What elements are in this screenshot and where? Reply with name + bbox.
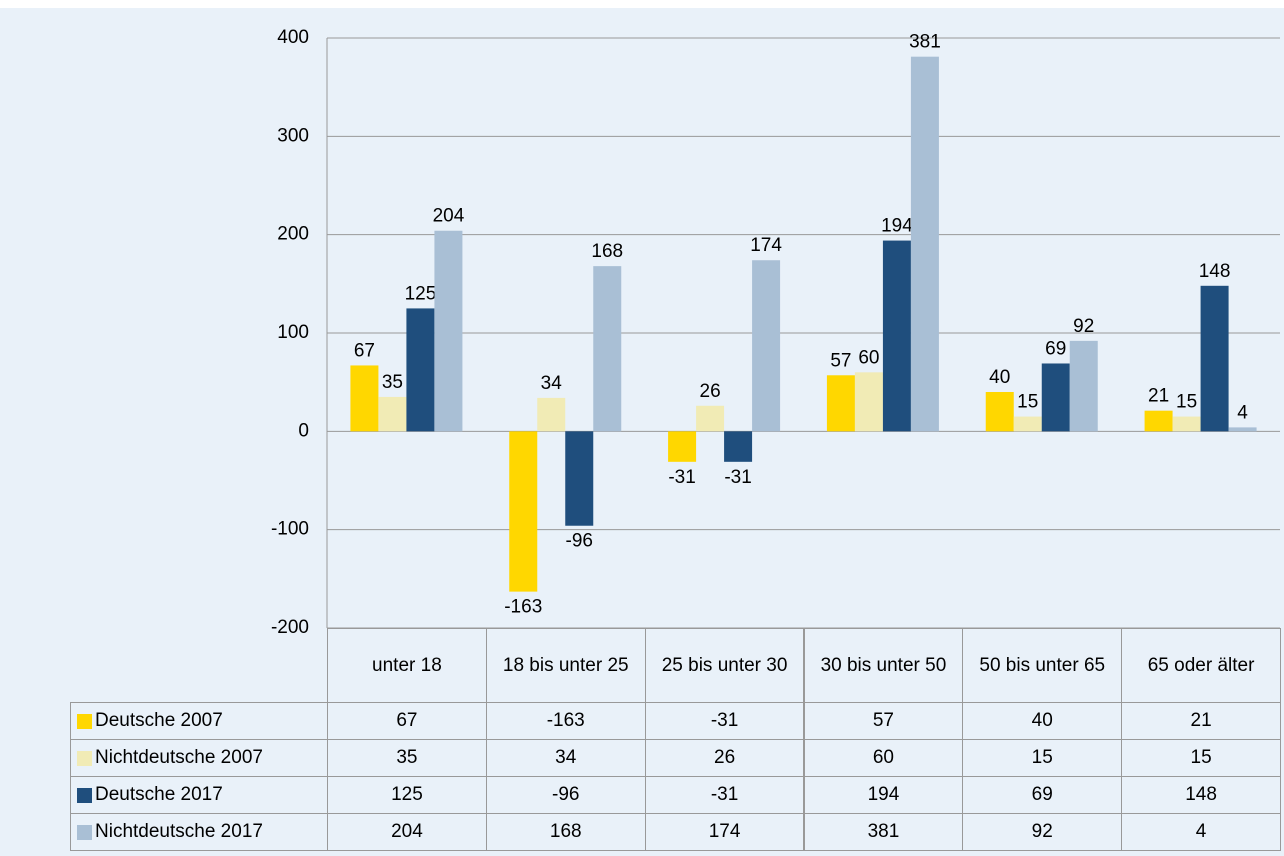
data-label: 34: [541, 373, 563, 394]
legend-entry: Nichtdeutsche 2017: [70, 813, 328, 851]
data-label: 69: [1045, 338, 1066, 359]
data-label: 92: [1073, 316, 1094, 337]
legend-key: [77, 750, 92, 766]
data-label: -31: [724, 467, 751, 488]
data-label: 4: [1237, 402, 1248, 423]
table-value: 125: [327, 776, 487, 814]
table-value: 60: [803, 739, 964, 777]
legend-key: [77, 787, 92, 803]
legend-label: Nichtdeutsche 2017: [95, 821, 263, 842]
y-tick-label: 200: [277, 224, 309, 245]
table-value: 15: [1121, 739, 1281, 777]
bar: [593, 266, 622, 432]
x-tick-label: 50 bis unter 65: [962, 628, 1123, 703]
data-label: 40: [989, 367, 1010, 388]
y-tick-label: 300: [277, 125, 309, 146]
bar: [882, 240, 911, 432]
legend-label: Nichtdeutsche 2007: [95, 747, 263, 768]
data-label: -31: [668, 467, 695, 488]
table-value: 194: [803, 776, 964, 814]
legend-label: Deutsche 2007: [95, 710, 223, 731]
table-value: 174: [644, 813, 805, 851]
legend-entry: Deutsche 2007: [70, 702, 328, 740]
y-tick-label: 100: [277, 322, 309, 343]
data-label: 194: [881, 216, 913, 237]
y-tick-label: 400: [277, 27, 309, 48]
legend-entry: Nichtdeutsche 2007: [70, 739, 328, 777]
x-tick-label: 25 bis unter 30: [644, 628, 805, 703]
bar: [752, 260, 781, 432]
bar: [350, 365, 379, 432]
table-value: 4: [1121, 813, 1281, 851]
bar: [668, 431, 697, 462]
table-value: -96: [485, 776, 646, 814]
x-tick-label: 18 bis unter 25: [485, 628, 646, 703]
bar: [434, 230, 463, 432]
table-value: 381: [803, 813, 964, 851]
bar: [1200, 285, 1229, 432]
legend-key: [77, 824, 92, 840]
bar: [854, 372, 883, 432]
bar: [1172, 416, 1201, 432]
table-value: 92: [962, 813, 1123, 851]
data-label: 125: [405, 283, 437, 304]
data-label: 26: [700, 381, 721, 402]
bar: [509, 431, 538, 592]
legend-label: Deutsche 2017: [95, 784, 223, 805]
y-tick-label: -200: [271, 617, 309, 638]
bar: [1228, 427, 1257, 432]
bar: [406, 308, 435, 432]
data-label: 60: [858, 347, 879, 368]
table-value: 35: [327, 739, 487, 777]
bar: [985, 392, 1014, 432]
data-label: 35: [382, 372, 403, 393]
table-value: 67: [327, 702, 487, 740]
legend-key: [77, 713, 92, 729]
table-value: -31: [644, 776, 805, 814]
table-value: 204: [327, 813, 487, 851]
bar: [565, 431, 594, 526]
data-label: 381: [909, 32, 941, 53]
data-label: 67: [354, 340, 375, 361]
x-tick-label: 65 oder älter: [1121, 628, 1281, 703]
table-value: 26: [644, 739, 805, 777]
bar: [1013, 416, 1042, 432]
bar: [724, 431, 753, 462]
table-value: 57: [803, 702, 964, 740]
legend-entry: Deutsche 2017: [70, 776, 328, 814]
x-tick-label: unter 18: [327, 628, 487, 703]
data-label: 15: [1017, 392, 1038, 413]
table-value: 168: [485, 813, 646, 851]
x-tick-label: 30 bis unter 50: [803, 628, 964, 703]
y-tick-label: 0: [298, 420, 309, 441]
data-label: 148: [1199, 261, 1231, 282]
bar: [826, 375, 855, 432]
bar: [696, 405, 725, 432]
data-label: 168: [591, 241, 623, 262]
data-label: 57: [830, 350, 851, 371]
table-value: -31: [644, 702, 805, 740]
data-label: 204: [433, 206, 465, 227]
table-value: 21: [1121, 702, 1281, 740]
bar: [1144, 410, 1173, 432]
bar: [537, 397, 566, 432]
y-tick-label: -100: [271, 519, 309, 540]
background: [0, 8, 1284, 856]
bar: [1069, 340, 1098, 432]
bar: [378, 396, 407, 432]
table-value: -163: [485, 702, 646, 740]
table-value: 15: [962, 739, 1123, 777]
data-label: 174: [750, 235, 782, 256]
table-value: 69: [962, 776, 1123, 814]
bar: [1041, 363, 1070, 432]
bar: [910, 56, 939, 432]
data-label: 21: [1148, 386, 1169, 407]
data-label: -96: [566, 531, 593, 552]
table-value: 34: [485, 739, 646, 777]
data-label: -163: [504, 597, 542, 618]
data-label: 15: [1176, 392, 1197, 413]
table-value: 148: [1121, 776, 1281, 814]
table-value: 40: [962, 702, 1123, 740]
